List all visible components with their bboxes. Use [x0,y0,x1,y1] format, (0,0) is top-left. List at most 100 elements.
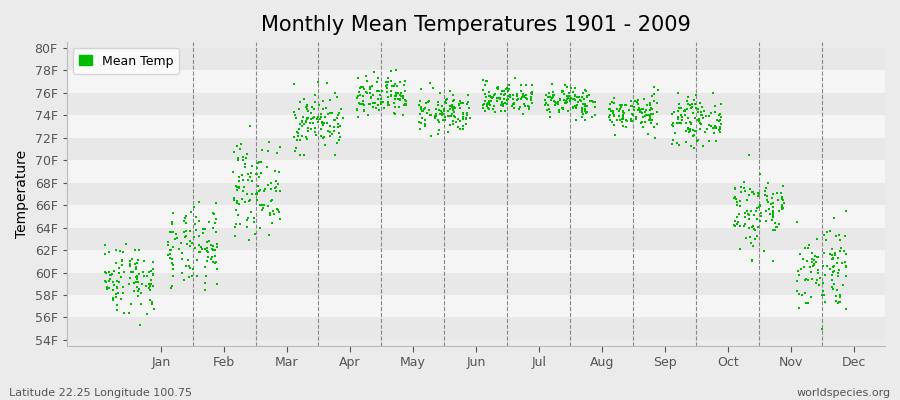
Point [519,92,534,98]
Point [693,126,707,132]
Point [609,117,624,123]
Point [625,102,639,109]
Point [446,118,460,124]
Point [98,250,112,257]
Point [775,194,789,201]
Point [576,90,590,96]
Point [582,98,597,104]
Point [682,128,697,135]
Point [380,82,394,88]
Point [312,116,327,122]
Point [136,269,150,276]
Point [524,90,538,96]
Point [129,266,143,272]
Point [751,193,765,199]
Point [760,208,774,214]
Point [644,117,658,124]
Point [226,169,240,175]
Point [560,96,574,102]
Point [742,192,756,199]
Point [690,137,705,143]
Point [497,88,511,94]
Point [164,285,178,292]
Point [307,106,321,112]
Point [563,96,578,103]
Point [525,88,539,95]
Bar [67,295,885,318]
Bar [67,160,885,183]
Point [332,137,347,143]
Point [575,108,590,115]
Point [802,242,816,248]
Point [180,241,194,247]
Bar [67,93,885,115]
Point [98,278,112,284]
Point [552,108,566,115]
Point [366,69,381,76]
Point [124,269,139,275]
Point [628,98,643,105]
Point [398,77,412,84]
Point [820,228,834,235]
Point [624,103,638,110]
Point [322,129,337,136]
Point [392,97,407,104]
Point [396,112,410,118]
Point [289,144,303,151]
Point [757,191,771,198]
Point [265,180,279,187]
Point [439,97,454,104]
Point [643,106,657,113]
Point [712,118,726,124]
Point [204,256,219,263]
Point [686,127,700,133]
Point [325,110,339,116]
Point [141,280,156,287]
Point [436,110,450,117]
Point [707,130,722,136]
Point [142,296,157,303]
Point [517,93,531,99]
Point [231,154,246,161]
Point [817,249,832,256]
Point [414,108,428,114]
Point [542,90,556,96]
Point [826,281,841,287]
Point [441,108,455,114]
Point [796,256,811,263]
Point [256,202,271,208]
Point [367,100,382,106]
Point [476,86,491,93]
Point [630,99,644,106]
Point [112,279,126,286]
Point [316,135,330,141]
Point [428,106,443,112]
Point [568,96,582,103]
Point [790,219,805,226]
Point [611,113,625,120]
Point [569,103,583,110]
Point [745,243,760,250]
Point [241,171,256,178]
Point [355,100,369,107]
Point [548,102,562,108]
Point [734,189,748,195]
Point [573,98,588,104]
Point [109,283,123,290]
Point [605,119,619,126]
Point [713,126,727,132]
Point [749,208,763,214]
Point [140,311,155,317]
Point [750,215,764,222]
Point [270,206,284,212]
Point [568,85,582,91]
Point [634,119,649,125]
Point [314,133,328,140]
Point [806,256,821,263]
Point [315,120,329,126]
Point [579,88,593,94]
Point [417,106,431,112]
Point [476,104,491,111]
Point [484,98,499,104]
Point [110,284,124,290]
